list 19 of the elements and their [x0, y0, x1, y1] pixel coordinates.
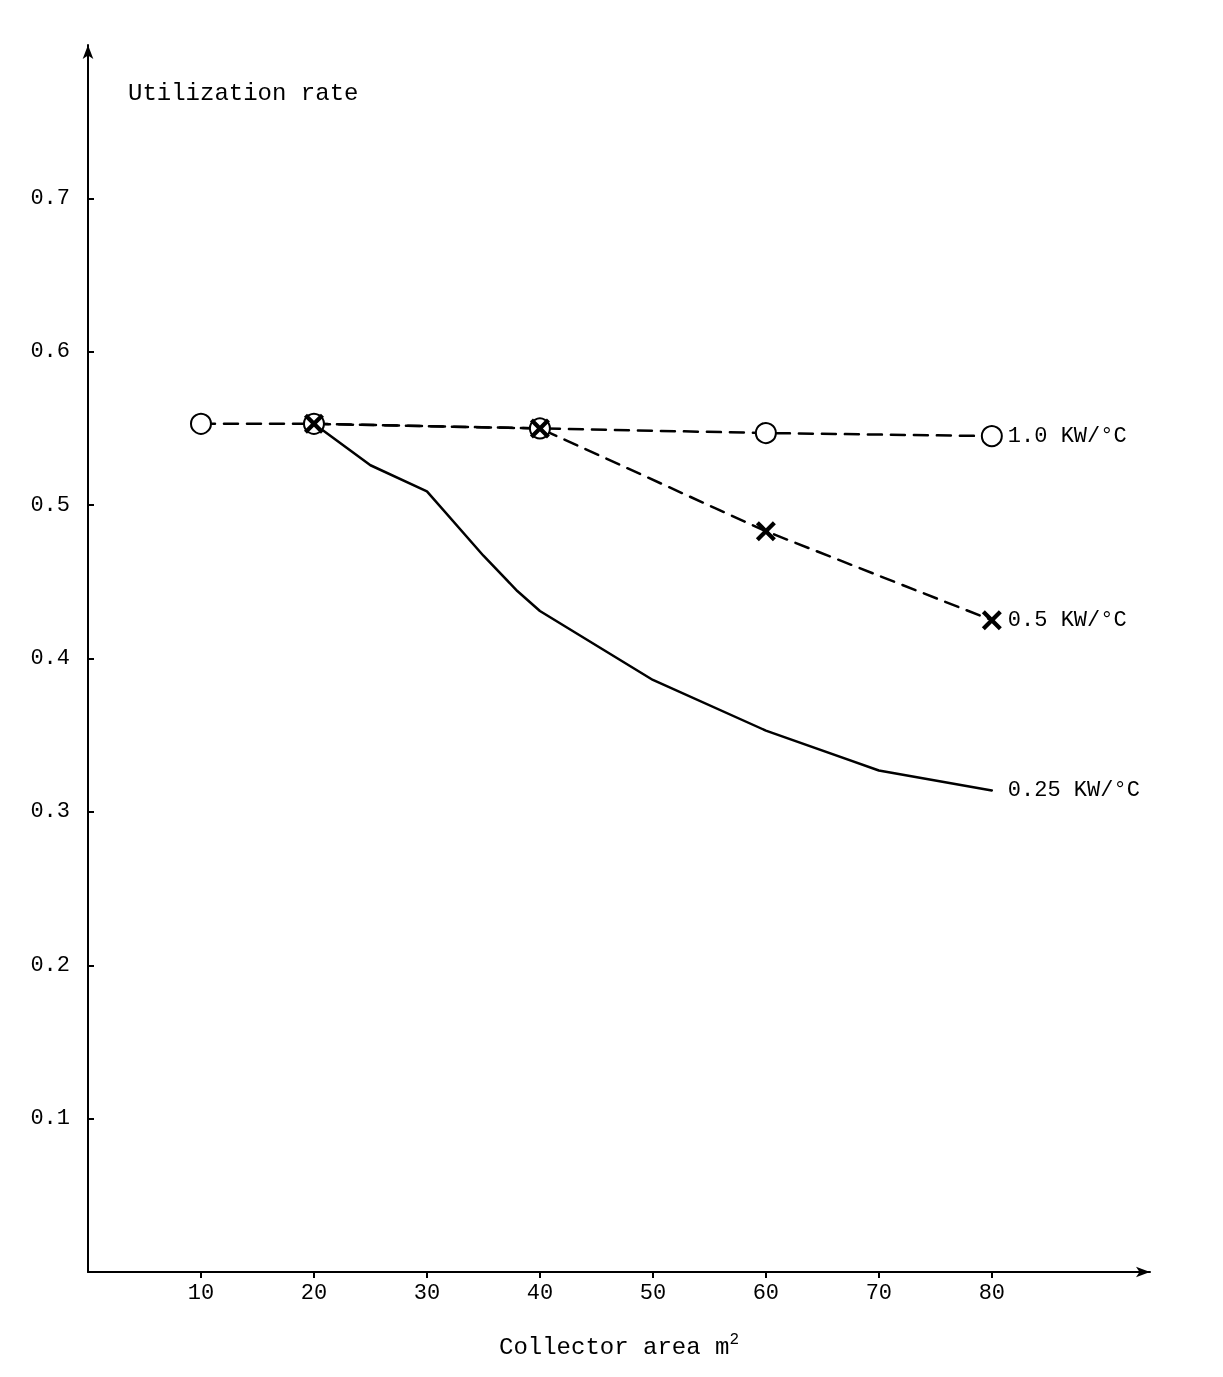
y-tick-label: 0.1 — [30, 1106, 70, 1132]
y-tick-label: 0.3 — [30, 799, 70, 825]
x-tick-label: 10 — [187, 1280, 215, 1306]
y-tick-label: 0.5 — [30, 492, 70, 518]
x-tick-label: 30 — [413, 1280, 441, 1306]
y-axis-title: Utilization rate — [128, 79, 359, 107]
y-tick-label: 0.2 — [30, 952, 70, 978]
series-label: 0.5 KW/°C — [1007, 607, 1127, 633]
series-label: 0.25 KW/°C — [1007, 777, 1140, 803]
x-tick-label: 60 — [752, 1280, 780, 1306]
series-label: 1.0 KW/°C — [1007, 423, 1127, 449]
y-tick-label: 0.4 — [30, 646, 70, 671]
x-tick-label: 70 — [865, 1280, 893, 1306]
x-tick-label: 50 — [639, 1280, 667, 1306]
x-tick-label: 20 — [300, 1280, 328, 1306]
x-tick-label: 40 — [526, 1280, 554, 1306]
y-tick-label: 0.7 — [30, 185, 70, 211]
x-tick-label: 80 — [978, 1280, 1006, 1306]
y-tick-label: 0.6 — [30, 339, 70, 365]
